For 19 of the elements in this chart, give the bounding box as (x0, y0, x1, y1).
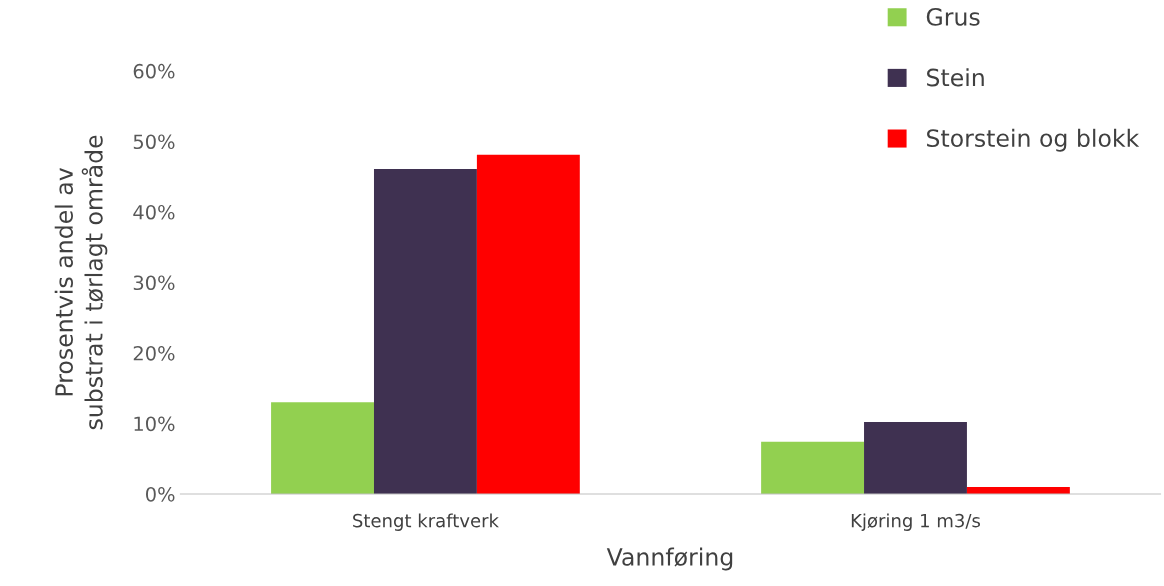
y-tick-label: 20% (133, 345, 175, 361)
bar (271, 402, 374, 494)
y-axis-title: Prosentvis andel av substrat i tørlagt område (54, 135, 108, 430)
legend-label: Storstein og blokk (927, 128, 1140, 152)
bar (373, 168, 477, 494)
x-axis-title: Vannføring (606, 547, 733, 571)
y-tick-label: 30% (133, 275, 175, 291)
y-tick-label: 0% (145, 486, 175, 502)
bar (864, 422, 967, 494)
bar (761, 441, 865, 494)
legend-label: Grus (926, 7, 980, 26)
y-tick-label: 60% (133, 63, 175, 79)
y-tick-label: 40% (133, 204, 175, 220)
y-tick-label: 50% (133, 134, 175, 150)
bar (476, 154, 580, 494)
x-tick-label: Kjøring 1 m3/s (851, 513, 980, 531)
y-tick-label: 10% (134, 416, 175, 432)
x-tick-label: Stengt kraftverk (353, 513, 499, 531)
legend-label: Stein (927, 68, 984, 87)
